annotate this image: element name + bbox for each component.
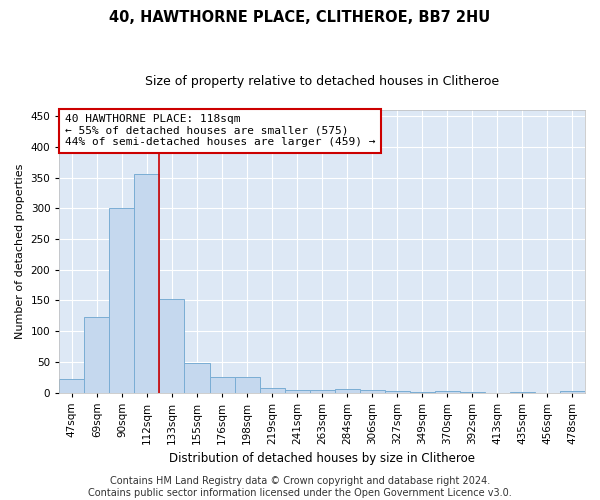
Bar	[85, 317, 109, 392]
X-axis label: Distribution of detached houses by size in Clitheroe: Distribution of detached houses by size …	[169, 452, 475, 465]
Bar	[284, 390, 310, 392]
Bar	[235, 377, 260, 392]
Bar	[260, 388, 284, 392]
Bar	[160, 299, 184, 392]
Text: 40 HAWTHORNE PLACE: 118sqm
← 55% of detached houses are smaller (575)
44% of sem: 40 HAWTHORNE PLACE: 118sqm ← 55% of deta…	[65, 114, 375, 148]
Text: Contains HM Land Registry data © Crown copyright and database right 2024.
Contai: Contains HM Land Registry data © Crown c…	[88, 476, 512, 498]
Text: 40, HAWTHORNE PLACE, CLITHEROE, BB7 2HU: 40, HAWTHORNE PLACE, CLITHEROE, BB7 2HU	[109, 10, 491, 25]
Bar	[184, 363, 209, 392]
Bar	[134, 174, 160, 392]
Bar	[109, 208, 134, 392]
Y-axis label: Number of detached properties: Number of detached properties	[15, 164, 25, 339]
Bar	[335, 390, 360, 392]
Title: Size of property relative to detached houses in Clitheroe: Size of property relative to detached ho…	[145, 75, 499, 88]
Bar	[310, 390, 335, 392]
Bar	[209, 377, 235, 392]
Bar	[59, 379, 85, 392]
Bar	[360, 390, 385, 392]
